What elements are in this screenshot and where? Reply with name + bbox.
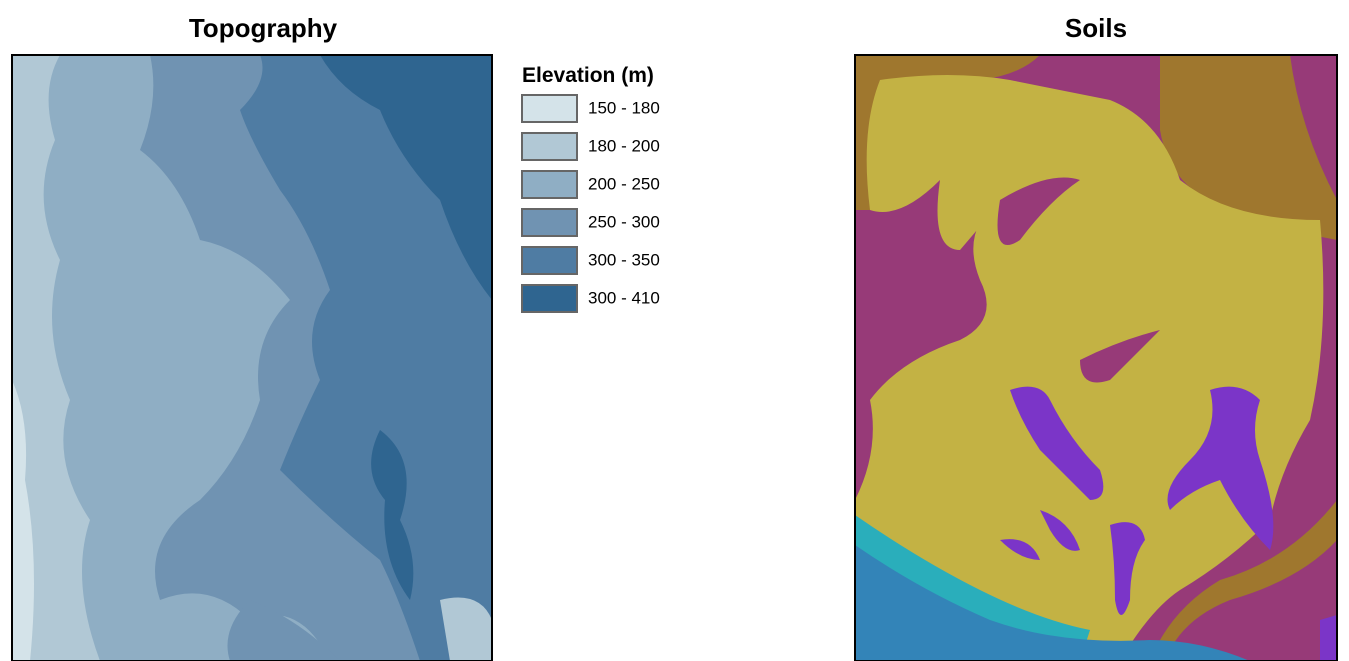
- map-frame: [854, 54, 1338, 661]
- topography-map: [12, 55, 492, 661]
- legend-label: 250 - 300: [588, 212, 660, 231]
- legend: 150 - 180 180 - 200 200 - 250 250 - 300 300 …: [521, 94, 660, 313]
- legend-label: 300 - 350: [588, 250, 660, 269]
- legend-label: 300 - 410: [588, 288, 660, 307]
- legend-label: 180 - 200: [588, 136, 660, 155]
- panel-title: Soils: [1065, 13, 1127, 43]
- panel-title: Topography: [189, 13, 338, 43]
- legend-swatch: [521, 170, 578, 199]
- legend-swatch: [521, 94, 578, 123]
- legend-swatch: [521, 208, 578, 237]
- legend-swatch: [521, 246, 578, 275]
- soils-map: [855, 55, 1337, 661]
- legend-label: 200 - 250: [588, 174, 660, 193]
- map-frame: [11, 54, 493, 661]
- legend-swatch: [521, 284, 578, 313]
- legend-label: 150 - 180: [588, 98, 660, 117]
- legend-swatch: [521, 132, 578, 161]
- legend-title: Elevation (m): [522, 64, 654, 87]
